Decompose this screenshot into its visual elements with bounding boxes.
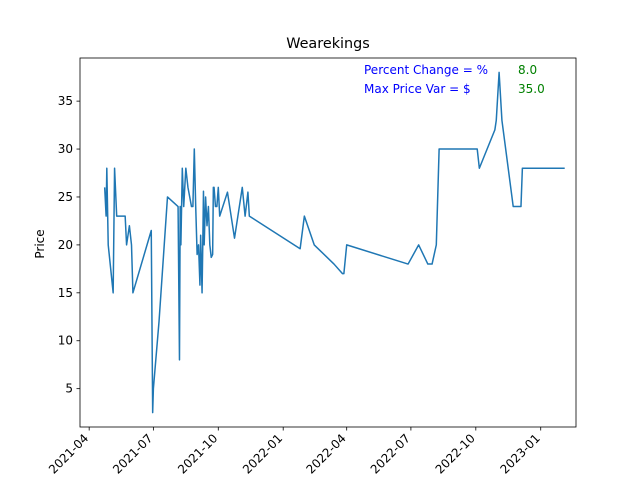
x-tick-label: 2022-10 — [433, 431, 478, 476]
x-tick-label: 2023-01 — [497, 431, 542, 476]
chart-title: Wearekings — [286, 36, 370, 52]
y-tick-label: 30 — [58, 142, 73, 156]
y-tick-label: 20 — [58, 238, 73, 252]
y-tick-label: 10 — [58, 334, 73, 348]
series-line — [103, 71, 565, 414]
y-tick-label: 35 — [58, 94, 73, 108]
plot-area: 5 10 15 20 25 30 35 2021-04 2021-07 2021-10 2022-0… — [46, 57, 577, 477]
percent-change-label: Percent Change = % — [364, 63, 488, 77]
max-price-var-label: Max Price Var = $ — [364, 82, 471, 96]
percent-change-value: 8.0 — [518, 63, 537, 77]
x-tick-label: 2022-04 — [303, 431, 348, 476]
max-price-var-value: 35.0 — [518, 82, 545, 96]
x-tick-label: 2021-04 — [46, 431, 91, 476]
y-tick-label: 5 — [65, 382, 73, 396]
y-axis-label: Price — [33, 229, 47, 258]
y-tick-label: 25 — [58, 190, 73, 204]
x-tick-label: 2022-01 — [240, 431, 285, 476]
x-tick-label: 2021-10 — [175, 431, 220, 476]
y-tick-label: 15 — [58, 286, 73, 300]
plot-frame — [79, 57, 577, 428]
x-tick-label: 2022-07 — [368, 431, 413, 476]
x-tick-label: 2021-07 — [110, 431, 155, 476]
